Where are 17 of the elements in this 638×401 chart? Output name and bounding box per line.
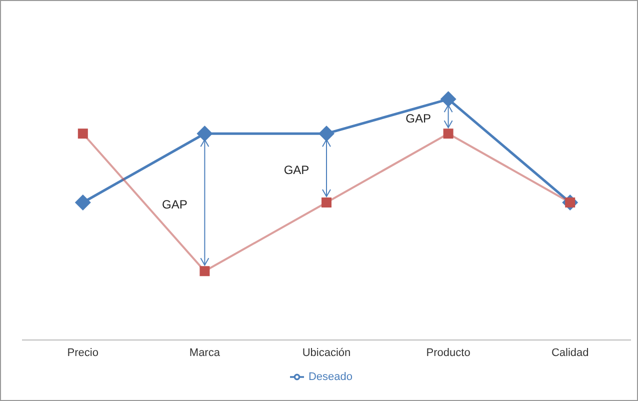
- point: [322, 197, 332, 208]
- annotation: GAP: [162, 197, 188, 212]
- point: [440, 91, 456, 108]
- x-tick-label: Producto: [426, 346, 470, 359]
- annotation: GAP: [284, 163, 310, 178]
- x-tick-label: Ubicación: [302, 346, 351, 359]
- annotation: GAP: [406, 111, 431, 126]
- x-tick-label: Calidad: [551, 346, 589, 359]
- x-tick-label: Marca: [189, 346, 221, 359]
- point: [78, 128, 88, 139]
- legend-label: Deseado: [308, 370, 353, 383]
- point: [200, 266, 210, 276]
- point: [196, 126, 213, 142]
- point: [318, 126, 334, 142]
- point: [443, 128, 454, 139]
- point: [74, 194, 91, 210]
- x-tick-label: Precio: [67, 346, 98, 359]
